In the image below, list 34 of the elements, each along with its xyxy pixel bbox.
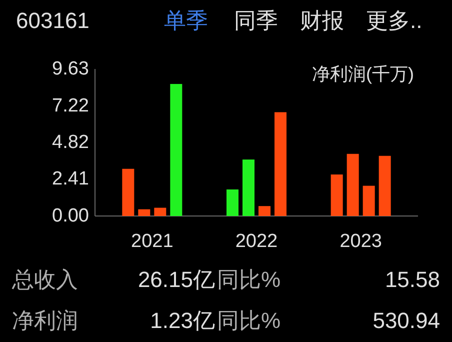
text: 530.94 (372, 308, 440, 333)
bar (258, 206, 270, 216)
y-tick-label: 9.63 (52, 58, 89, 80)
bar (274, 112, 286, 216)
text: 15.58 (384, 267, 440, 292)
text: 净利润 (12, 308, 78, 333)
chart-subtitle: 净利润(千万) (312, 64, 414, 84)
y-tick-label: 0.00 (52, 206, 89, 226)
bar (242, 160, 254, 216)
bar (138, 209, 150, 216)
y-tick-label: 2.41 (52, 168, 89, 190)
text: 同比% (217, 308, 281, 333)
text: 同季 (234, 8, 278, 33)
y-tick-label: 7.22 (52, 95, 89, 116)
text: 总收入 (11, 267, 78, 292)
text: 1.23亿 (150, 308, 215, 333)
text: 更多.. (366, 8, 422, 33)
bar (330, 174, 343, 216)
text: 单季 (164, 8, 208, 33)
bar (154, 208, 166, 216)
x-tick-label: 2022 (235, 231, 278, 252)
bar (378, 156, 391, 216)
bar (122, 168, 134, 216)
x-tick-label: 2021 (131, 231, 174, 252)
bar (226, 189, 238, 216)
x-tick-label: 2023 (340, 231, 382, 252)
text: 财报 (300, 8, 344, 33)
bar (362, 186, 375, 216)
text: 26.15亿 (138, 267, 215, 292)
chart-title: 603161 (16, 8, 90, 33)
y-tick-label: 4.82 (52, 132, 89, 153)
bar (170, 84, 182, 216)
bar (346, 154, 359, 216)
text: 同比% (217, 267, 281, 292)
